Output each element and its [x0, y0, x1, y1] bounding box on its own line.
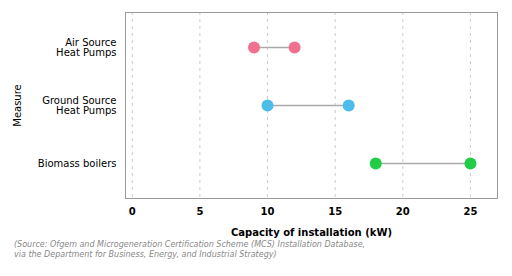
- svg-text:10: 10: [261, 206, 275, 217]
- html-text:(Source: Ofgem and Microgenera: (Source: Ofgem and Microgeneration Certi…: [14, 240, 366, 259]
- svg-text:0: 0: [129, 206, 136, 217]
- svg-text:Measure: Measure: [12, 84, 23, 127]
- svg-text:Capacity of installation (kW): Capacity of installation (kW): [231, 227, 392, 238]
- svg-text:Ground SourceHeat Pumps: Ground SourceHeat Pumps: [42, 95, 116, 116]
- svg-text:25: 25: [463, 206, 477, 217]
- svg-text:20: 20: [396, 206, 410, 217]
- svg-text:Biomass boilers: Biomass boilers: [38, 158, 117, 169]
- svg-text:Air SourceHeat Pumps: Air SourceHeat Pumps: [56, 37, 116, 58]
- svg-text:5: 5: [196, 206, 203, 217]
- svg-text:15: 15: [328, 206, 342, 217]
